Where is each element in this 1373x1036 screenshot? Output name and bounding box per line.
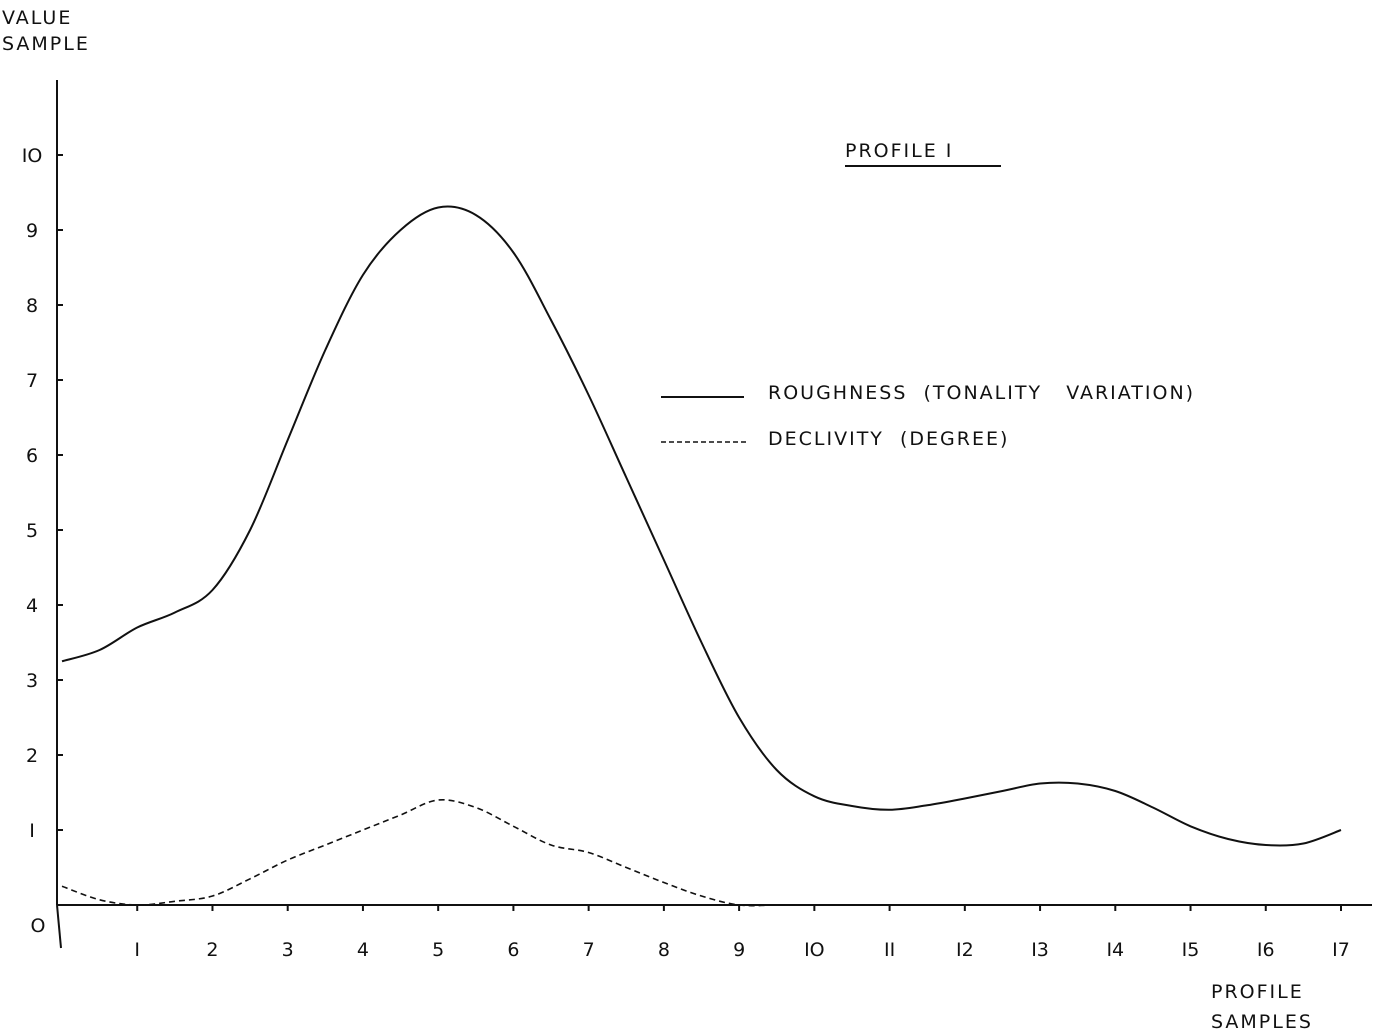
y-tick-label: O	[31, 915, 46, 937]
y-axis-label-line-1: VALUE	[2, 7, 72, 29]
legend-label-declivity: DECLIVITY (DEGREE)	[768, 428, 1009, 450]
x-tick-label: 2	[206, 939, 218, 961]
y-tick-label: 2	[26, 745, 38, 767]
y-tick-label: IO	[22, 145, 43, 167]
y-tick-label: 3	[26, 670, 38, 692]
x-tick-label: I	[134, 939, 140, 961]
x-tick-label: 6	[507, 939, 519, 961]
x-tick-label: I3	[1031, 939, 1049, 961]
y-tick-label: I	[29, 820, 35, 842]
axis-corner-extension	[56, 904, 62, 949]
y-axis-label-line-2: SAMPLE	[2, 33, 90, 55]
x-axis-label-line-2: SAMPLES	[1211, 1011, 1313, 1033]
x-tick-label: II	[884, 939, 895, 961]
x-tick-label: I2	[956, 939, 974, 961]
y-tick-label: 9	[26, 220, 38, 242]
x-tick-label: 8	[658, 939, 670, 961]
y-ticks: O I 2 3 4 5 6 7 8 9 IO	[22, 145, 63, 937]
y-tick-label: 5	[26, 520, 38, 542]
legend-label-roughness: ROUGHNESS (TONALITY VARIATION)	[768, 382, 1195, 404]
chart-title: PROFILE I	[845, 140, 953, 162]
x-tick-label: I4	[1106, 939, 1124, 961]
x-tick-label: 5	[432, 939, 444, 961]
x-tick-label: I6	[1257, 939, 1275, 961]
x-tick-label: 7	[583, 939, 595, 961]
x-tick-label: 4	[357, 939, 369, 961]
y-tick-label: 7	[26, 370, 38, 392]
series-line-declivity	[61, 798, 1341, 907]
y-tick-label: 6	[26, 445, 38, 467]
series-line-roughness	[61, 205, 1342, 847]
x-tick-label: 9	[733, 939, 745, 961]
x-tick-label: IO	[804, 939, 825, 961]
x-ticks: I 2 3 4 5 6 7 8 9 IO II I2 I3 I4 I5 I6 I7	[134, 905, 1350, 961]
x-axis-label-line-1: PROFILE	[1211, 981, 1304, 1003]
y-tick-label: 8	[26, 295, 38, 317]
x-tick-label: I5	[1182, 939, 1200, 961]
y-tick-label: 4	[26, 595, 38, 617]
x-tick-label: I7	[1332, 939, 1350, 961]
x-tick-label: 3	[282, 939, 294, 961]
series-group	[61, 205, 1342, 907]
